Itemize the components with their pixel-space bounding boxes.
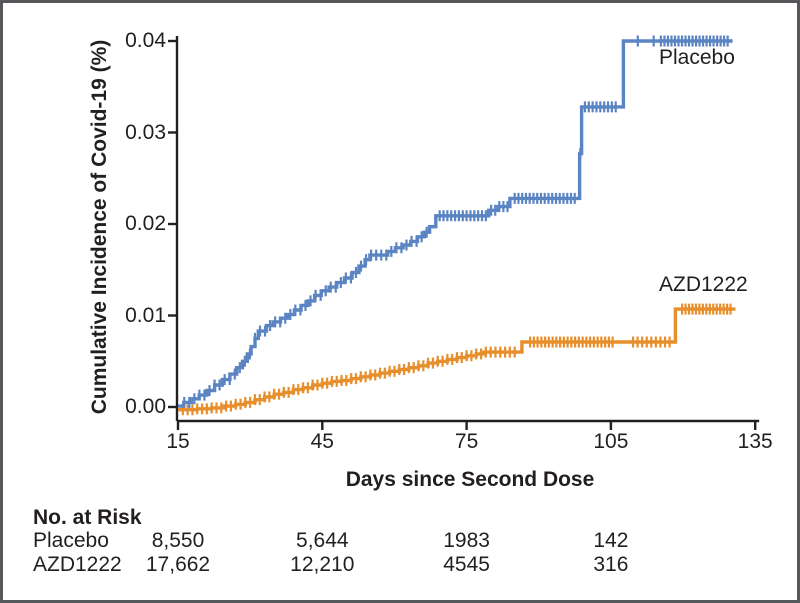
- azd1222-curve-label: AZD1222: [659, 273, 748, 296]
- x-tick-label: 75: [454, 430, 479, 453]
- risk-value: 142: [593, 529, 629, 552]
- placebo-curve: [178, 39, 733, 408]
- y-tick-label: 0.02: [125, 212, 166, 235]
- risk-value: 12,210: [290, 553, 355, 576]
- risk-value: 8,550: [151, 529, 205, 552]
- y-tick-label: 0.00: [125, 395, 166, 418]
- placebo-curve-label: Placebo: [659, 46, 735, 69]
- x-tick-label: 45: [310, 430, 334, 453]
- x-axis-title: Days since Second Dose: [345, 468, 595, 491]
- x-tick-label: 135: [737, 430, 773, 453]
- risk-value: 5,644: [296, 529, 349, 552]
- y-tick-label: 0.01: [125, 303, 166, 327]
- risk-value: 4545: [443, 553, 490, 576]
- risk-row-label: AZD1222: [33, 553, 122, 576]
- risk-value: 1983: [443, 529, 490, 552]
- risk-row-label: Placebo: [33, 529, 109, 552]
- x-tick-label: 105: [593, 430, 629, 453]
- survival-curve-plot: [168, 35, 760, 430]
- risk-table-title: No. at Risk: [33, 506, 142, 529]
- y-tick-label: 0.04: [125, 29, 166, 52]
- risk-value: 17,662: [145, 553, 211, 576]
- x-tick-label: 15: [166, 430, 190, 453]
- risk-value: 316: [593, 553, 629, 576]
- y-tick-label: 0.03: [125, 120, 166, 144]
